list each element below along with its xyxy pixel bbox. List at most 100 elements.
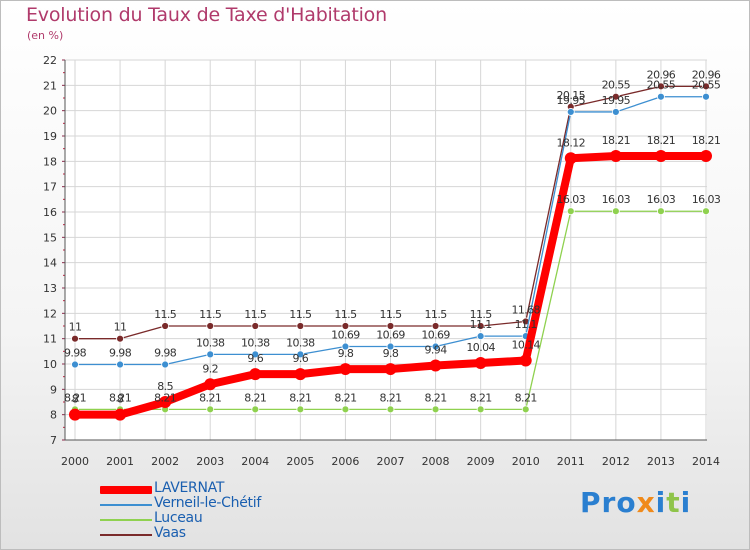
data-point <box>204 378 217 391</box>
data-label: 10.38 <box>286 336 315 349</box>
data-label: 16.03 <box>647 193 676 206</box>
data-label: 11.5 <box>334 308 357 321</box>
y-tick-label: 21 <box>43 79 57 92</box>
logo-letter: P <box>580 486 602 519</box>
x-tick-label: 2006 <box>331 455 359 468</box>
data-label: 16.03 <box>602 193 631 206</box>
data-label: 9.94 <box>425 344 448 357</box>
data-label: 16.03 <box>557 193 586 206</box>
grid <box>65 59 707 441</box>
x-tick-label: 2010 <box>512 455 540 468</box>
logo-letter: o <box>616 486 637 519</box>
data-label: 9.8 <box>338 347 354 360</box>
data-point <box>702 92 710 101</box>
y-tick-label: 7 <box>50 434 57 447</box>
x-tick-label: 2002 <box>151 455 179 468</box>
data-point <box>251 322 260 330</box>
data-point <box>251 405 260 414</box>
legend-swatch-verneil <box>100 504 152 506</box>
data-point <box>71 334 79 343</box>
data-point <box>702 82 710 91</box>
data-label: 8.21 <box>289 391 311 404</box>
data-label: 8 <box>72 393 79 406</box>
legend-label: Verneil-le-Chétif <box>154 495 261 511</box>
y-tick-label: 14 <box>43 257 57 270</box>
plot-area <box>65 60 707 440</box>
data-point <box>116 360 124 369</box>
legend-item-verneil[interactable]: Verneil-le-Chétif <box>100 495 400 512</box>
data-label: 10.69 <box>331 329 360 342</box>
x-tick-label: 2000 <box>61 455 89 468</box>
x-tick-label: 2007 <box>377 455 405 468</box>
data-label: 8.21 <box>470 391 492 404</box>
data-label: 11.5 <box>470 308 493 321</box>
data-label: 11.1 <box>515 318 537 331</box>
y-tick-label: 15 <box>43 231 57 244</box>
data-point <box>251 350 260 359</box>
data-point <box>609 150 622 163</box>
data-labels: 11 11 11.5 11.5 11.5 11.5 11.5 11.5 11.5 11.5 11.6… <box>64 68 721 405</box>
data-label: 9.6 <box>247 352 263 365</box>
data-point <box>341 322 350 330</box>
legend-swatch-lavernat <box>100 486 152 494</box>
data-label: 9.8 <box>383 347 399 360</box>
data-point <box>657 207 665 216</box>
x-tick-label: 2012 <box>602 455 630 468</box>
legend-item-lavernat[interactable]: LAVERNAT <box>100 480 400 497</box>
data-point <box>476 405 485 414</box>
data-point <box>206 322 215 330</box>
data-point <box>566 207 575 216</box>
data-point <box>611 108 620 116</box>
data-point <box>654 150 667 163</box>
data-point <box>519 354 532 367</box>
data-label: 11.5 <box>244 308 267 321</box>
x-tick-label: 2009 <box>467 455 495 468</box>
legend-item-vaas[interactable]: Vaas <box>100 525 400 542</box>
data-point <box>71 360 79 369</box>
data-label: 11.5 <box>289 308 312 321</box>
x-tick-label: 2013 <box>647 455 675 468</box>
legend-label: Vaas <box>154 525 186 541</box>
data-point <box>566 108 575 116</box>
y-tick-label: 12 <box>43 307 57 320</box>
legend-swatch-vaas <box>100 534 152 536</box>
x-tick-label: 2014 <box>692 455 720 468</box>
y-tick-label: 16 <box>43 206 57 219</box>
data-point <box>431 342 440 351</box>
y-tick-label: 19 <box>43 130 57 143</box>
data-point <box>657 82 665 91</box>
legend-item-luceau[interactable]: Luceau <box>100 510 400 527</box>
data-point <box>161 360 170 369</box>
data-label: 9.6 <box>293 352 309 365</box>
data-label: 11.68 <box>511 303 540 316</box>
data-label: 19.95 <box>602 94 631 107</box>
data-point <box>341 405 350 414</box>
data-point <box>161 322 170 330</box>
chart-subtitle: (en %) <box>27 29 64 42</box>
data-label: 8.21 <box>244 391 266 404</box>
data-point <box>611 92 620 101</box>
data-point <box>611 207 620 216</box>
data-point <box>114 408 127 421</box>
data-label: 10.38 <box>196 336 225 349</box>
logo-letter: r <box>601 486 617 519</box>
data-point <box>294 368 307 381</box>
data-point <box>521 405 530 414</box>
data-point <box>431 322 440 330</box>
data-label: 11.5 <box>154 308 177 321</box>
data-label: 10.69 <box>421 329 450 342</box>
data-label: 11.5 <box>425 308 448 321</box>
y-tick-label: 20 <box>43 105 57 118</box>
data-point <box>386 342 395 351</box>
data-label: 11 <box>69 321 82 334</box>
data-point <box>476 322 485 330</box>
data-point <box>386 322 395 330</box>
data-label: 11.1 <box>470 318 492 331</box>
data-label: 8.21 <box>425 391 447 404</box>
logo-letter: x <box>636 486 656 519</box>
data-label: 16.03 <box>692 193 721 206</box>
y-tick-label: 18 <box>43 155 57 168</box>
data-label: 10.04 <box>466 341 495 354</box>
data-label: 20.96 <box>692 68 721 81</box>
